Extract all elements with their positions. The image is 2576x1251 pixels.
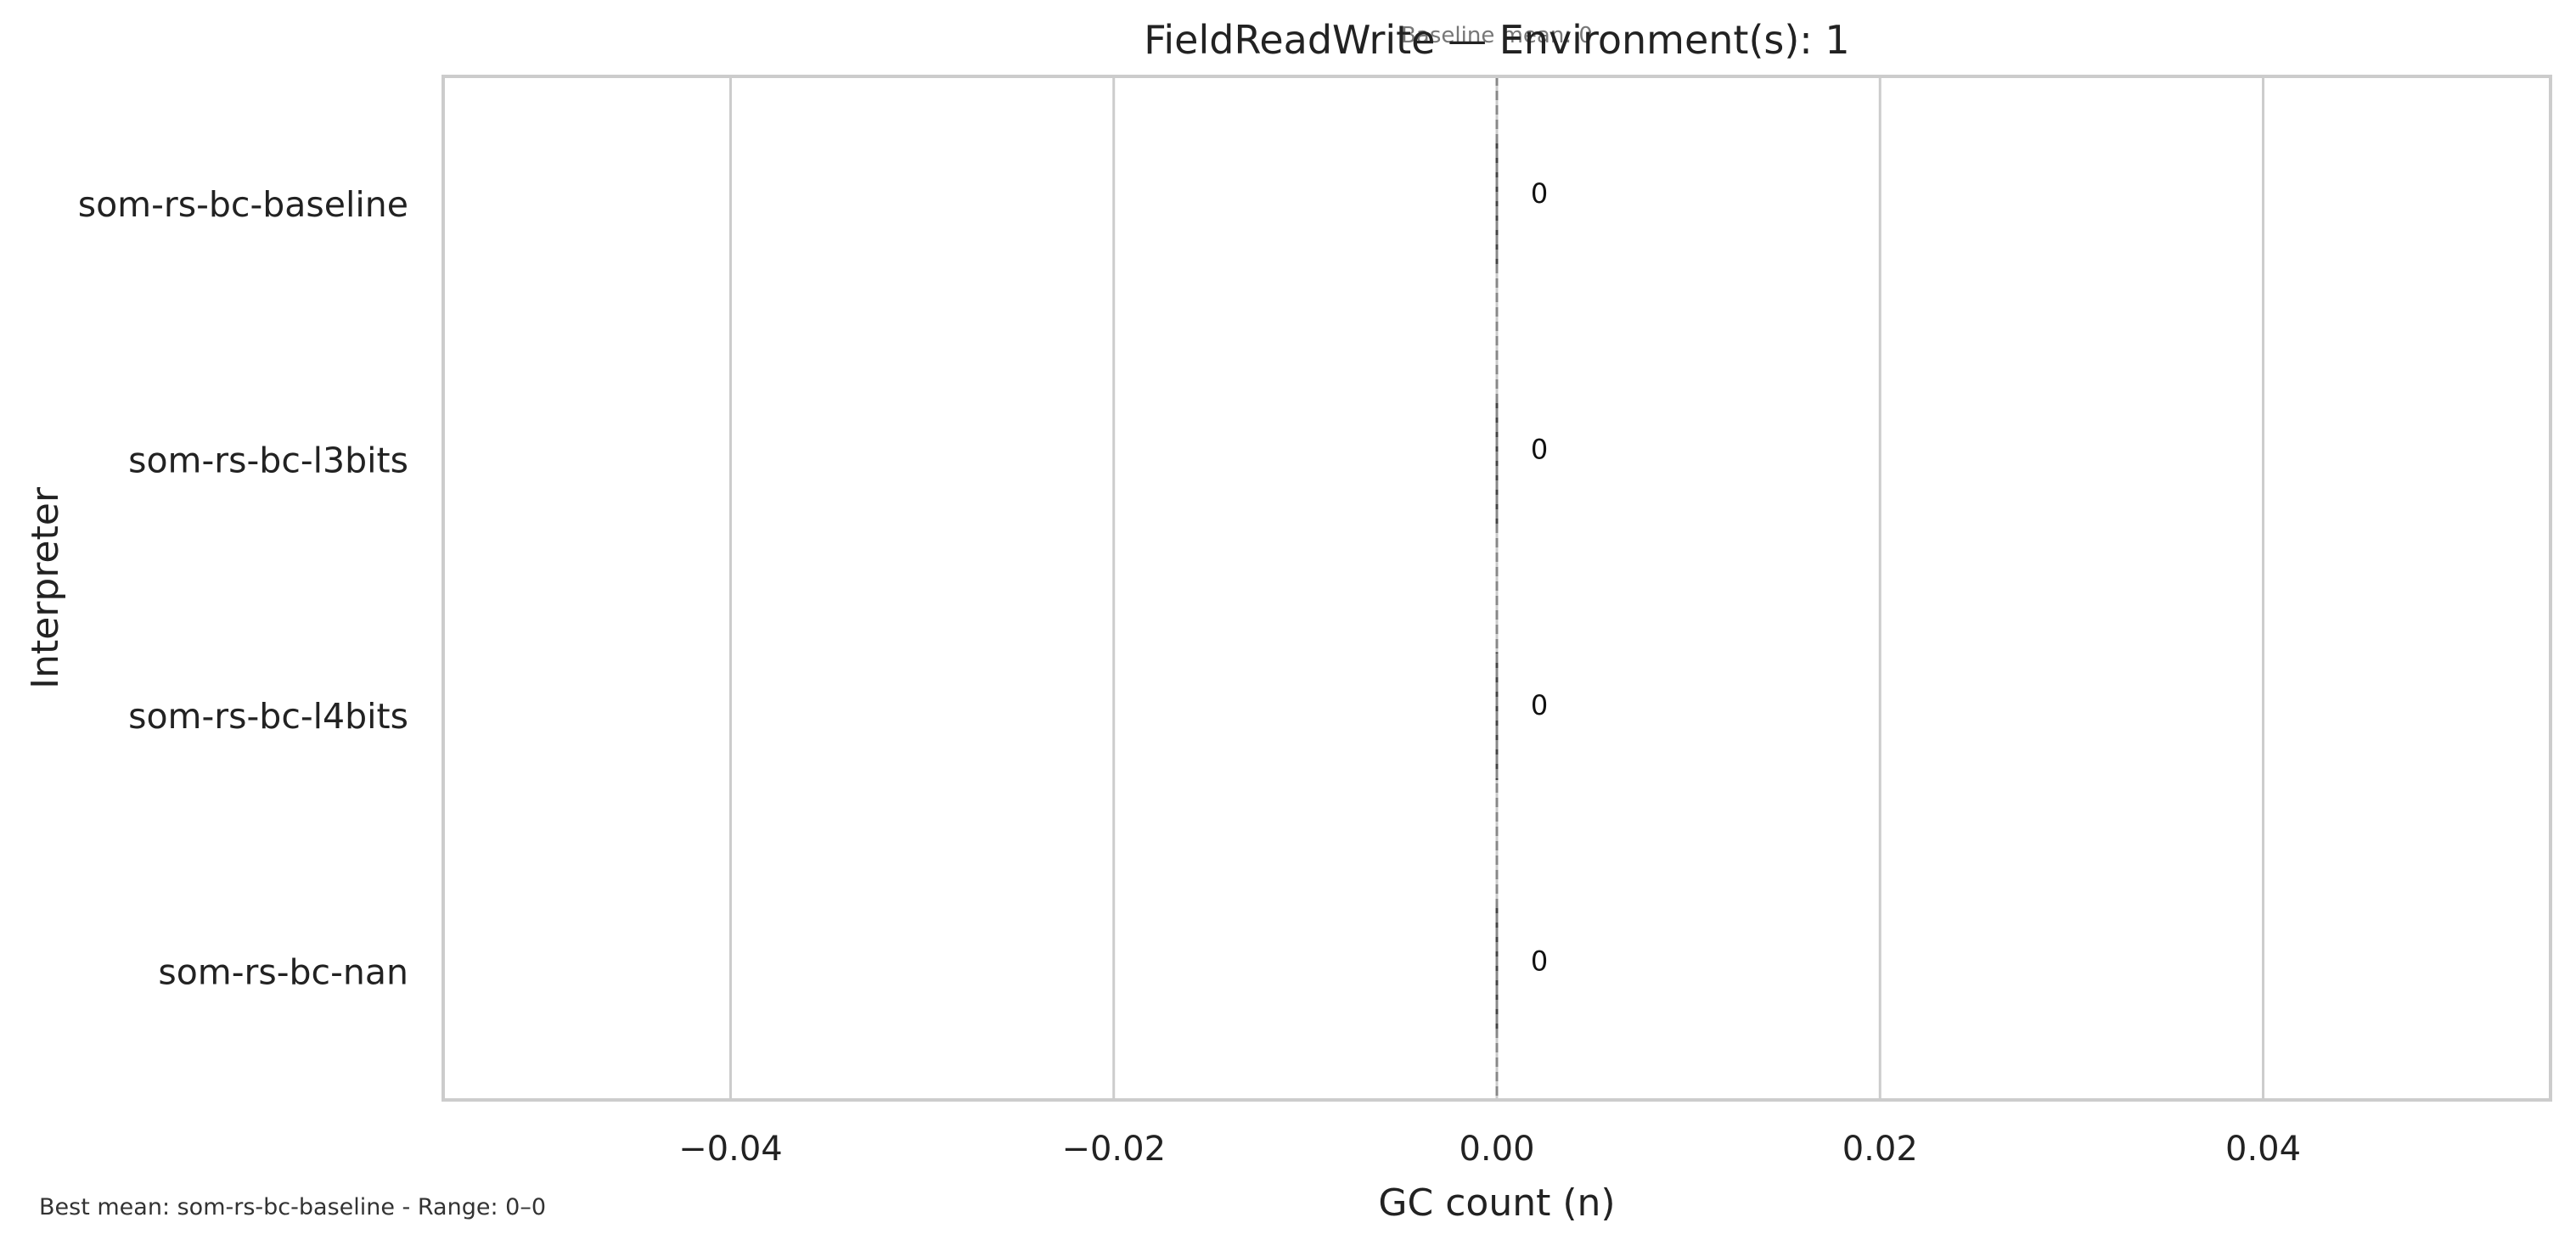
y-tick-label: som-rs-bc-l4bits	[128, 696, 408, 737]
data-label: 0	[1531, 945, 1548, 977]
plot-frame	[442, 75, 2552, 1102]
baseline-label: Baseline mean: 0	[1401, 23, 1593, 48]
x-axis-label: GC count (n)	[1378, 1181, 1615, 1225]
x-tick-labels: −0.04 −0.02 0.00 0.02 0.04	[678, 1130, 2301, 1169]
x-tick-label: 0.00	[1459, 1130, 1534, 1169]
data-labels: 0 0 0 0	[1531, 177, 1548, 978]
best-mean-footnote: Best mean: som-rs-bc-baseline - Range: 0…	[39, 1194, 546, 1220]
x-tick-label: −0.04	[678, 1130, 783, 1169]
y-tick-label: som-rs-bc-l3bits	[128, 440, 408, 480]
data-label: 0	[1531, 689, 1548, 721]
data-label: 0	[1531, 177, 1548, 210]
y-axis-label: Interpreter	[24, 486, 67, 689]
x-tick-label: 0.02	[1842, 1130, 1918, 1169]
y-tick-label: som-rs-bc-nan	[158, 951, 408, 992]
y-tick-labels: som-rs-bc-baseline som-rs-bc-l3bits som-rs…	[78, 184, 408, 993]
x-tick-label: −0.02	[1061, 1130, 1166, 1169]
bar	[1495, 140, 1499, 269]
y-tick-label: som-rs-bc-baseline	[78, 184, 408, 225]
data-label: 0	[1531, 433, 1548, 465]
chart-title: FieldReadWrite — Environment(s): 1	[1144, 17, 1849, 63]
x-tick-label: 0.04	[2225, 1130, 2301, 1169]
